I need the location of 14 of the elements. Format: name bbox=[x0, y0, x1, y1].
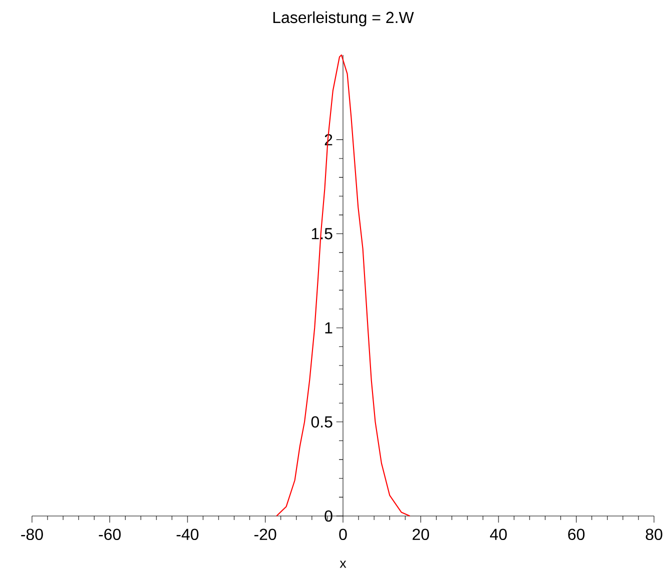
y-tick-label: 0 bbox=[324, 510, 332, 522]
x-axis-title: x bbox=[340, 560, 346, 568]
x-tick-label: 40 bbox=[490, 528, 507, 540]
x-tick-label: -40 bbox=[176, 528, 198, 540]
x-tick-label: -20 bbox=[254, 528, 276, 540]
x-tick-label: -80 bbox=[21, 528, 43, 540]
x-tick-label: 60 bbox=[568, 528, 585, 540]
x-tick-label: 80 bbox=[646, 528, 662, 540]
y-tick-label: 1 bbox=[325, 322, 332, 334]
y-tick-label: 0.5 bbox=[311, 416, 332, 428]
x-tick-label: 20 bbox=[412, 528, 430, 540]
x-tick-label: 0 bbox=[339, 528, 347, 540]
x-tick-label: -60 bbox=[98, 528, 121, 540]
chart-title: Laserleistung = 2.W bbox=[273, 11, 414, 26]
